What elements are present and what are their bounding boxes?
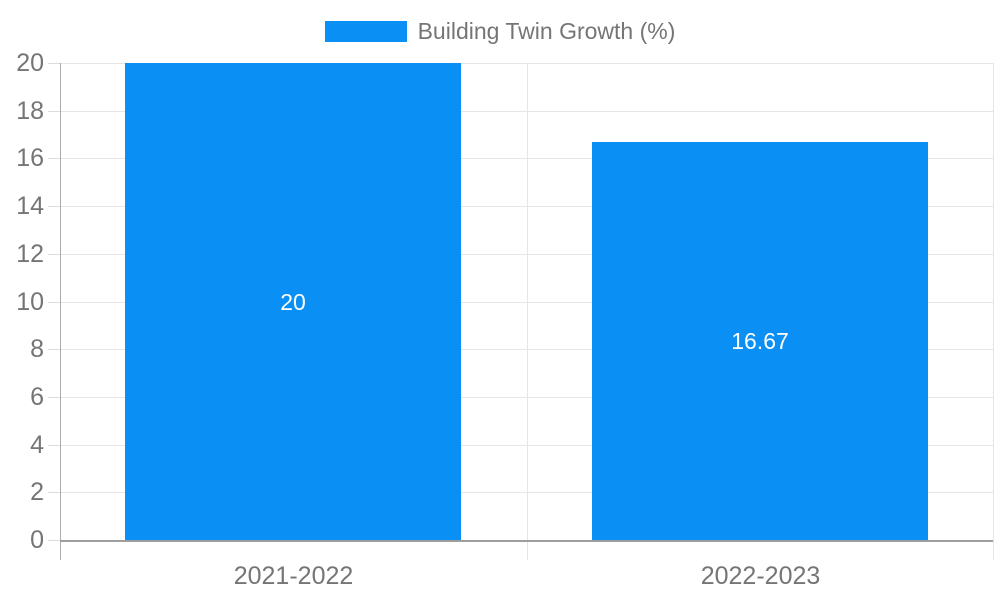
y-axis-line <box>60 63 61 560</box>
y-axis-tick <box>48 206 60 207</box>
y-axis-tick <box>48 349 60 350</box>
gridline-horizontal <box>60 206 993 207</box>
y-tick-label: 10 <box>16 288 44 316</box>
y-tick-label: 18 <box>16 97 44 125</box>
bar <box>592 142 928 540</box>
legend-label: Building Twin Growth (%) <box>417 17 676 44</box>
y-tick-label: 6 <box>30 383 44 411</box>
bar-value-label: 20 <box>280 289 306 315</box>
gridline-horizontal <box>60 349 993 350</box>
gridline-horizontal <box>60 445 993 446</box>
gridline-vertical <box>527 63 528 560</box>
y-tick-label: 0 <box>30 526 44 554</box>
gridline-vertical <box>993 63 994 560</box>
y-tick-label: 14 <box>16 192 44 220</box>
y-tick-label: 12 <box>16 240 44 268</box>
bar <box>125 63 461 540</box>
y-axis-tick <box>48 63 60 64</box>
gridline-horizontal <box>60 111 993 112</box>
y-axis-tick <box>48 540 60 541</box>
y-axis-tick <box>48 445 60 446</box>
x-axis-line <box>60 540 993 542</box>
gridline-horizontal <box>60 302 993 303</box>
gridline-horizontal <box>60 158 993 159</box>
legend-swatch-icon <box>324 20 407 42</box>
x-tick-label: 2021-2022 <box>233 562 354 590</box>
y-tick-label: 20 <box>16 49 44 77</box>
y-tick-label: 16 <box>16 144 44 172</box>
y-axis-tick <box>48 111 60 112</box>
gridline-horizontal <box>60 397 993 398</box>
y-axis-tick <box>48 302 60 303</box>
y-axis-tick <box>48 254 60 255</box>
y-axis-tick <box>48 158 60 159</box>
x-tick-label: 2022-2023 <box>700 562 821 590</box>
y-axis-tick <box>48 492 60 493</box>
y-axis-tick <box>48 397 60 398</box>
gridline-horizontal <box>60 254 993 255</box>
y-tick-label: 2 <box>30 478 44 506</box>
gridline-horizontal <box>60 492 993 493</box>
chart-legend: Building Twin Growth (%) <box>0 14 1000 48</box>
bar-value-label: 16.67 <box>731 328 789 354</box>
y-tick-label: 4 <box>30 431 44 459</box>
y-tick-label: 8 <box>30 335 44 363</box>
gridline-horizontal <box>60 63 993 64</box>
